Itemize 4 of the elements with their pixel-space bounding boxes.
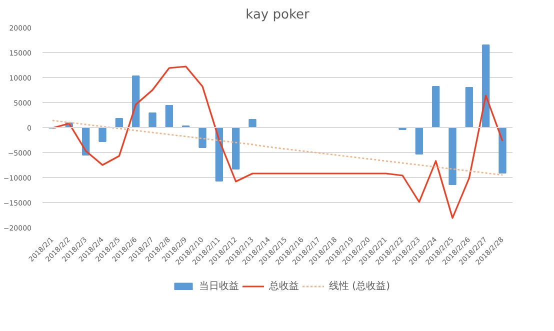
chart-title: kay poker: [246, 8, 310, 22]
legend-label: 总收益: [269, 280, 300, 293]
legend-label: 线性 (总收益): [329, 280, 390, 293]
legend-label: 当日收益: [199, 280, 240, 293]
